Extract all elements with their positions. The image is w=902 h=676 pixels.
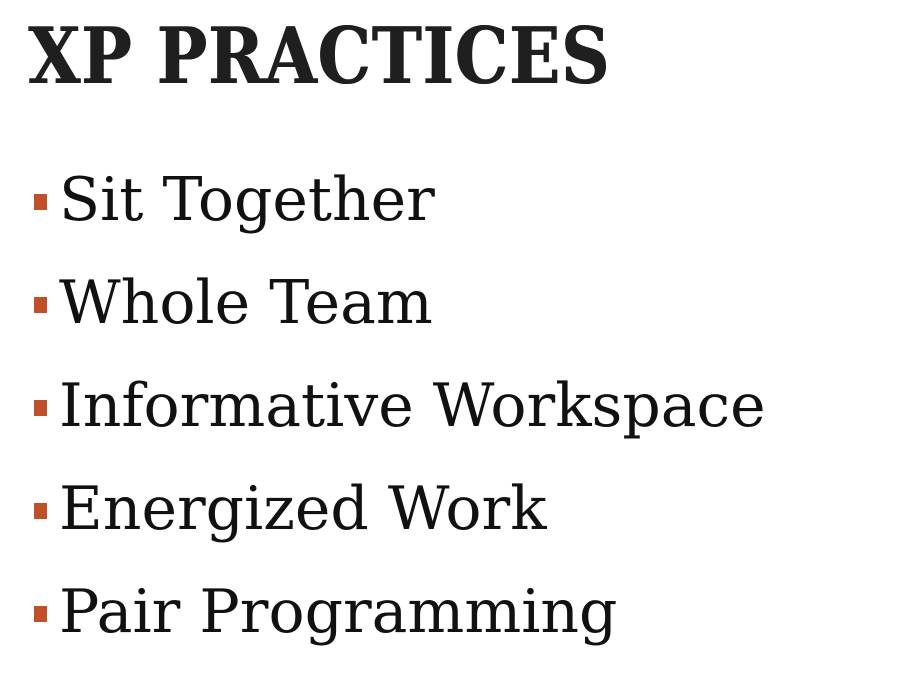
square-bullet-icon xyxy=(34,502,47,519)
list-item: Sit Together xyxy=(34,148,766,251)
list-item: Pair Programming xyxy=(34,560,766,663)
list-item: Energized Work xyxy=(34,457,766,560)
list-item: Informative Workspace xyxy=(34,354,766,457)
list-item: Whole Team xyxy=(34,251,766,354)
square-bullet-icon xyxy=(34,399,47,416)
bullet-label: Sit Together xyxy=(59,164,435,235)
bullet-label: Energized Work xyxy=(59,473,547,544)
bullet-label: Whole Team xyxy=(59,267,433,338)
bullet-label: Pair Programming xyxy=(59,576,618,647)
square-bullet-icon xyxy=(34,605,47,622)
square-bullet-icon xyxy=(34,193,47,210)
square-bullet-icon xyxy=(34,296,47,313)
bullet-list: Sit Together Whole Team Informative Work… xyxy=(34,148,766,663)
slide-title: XP PRACTICES xyxy=(28,11,611,102)
bullet-label: Informative Workspace xyxy=(59,370,766,441)
